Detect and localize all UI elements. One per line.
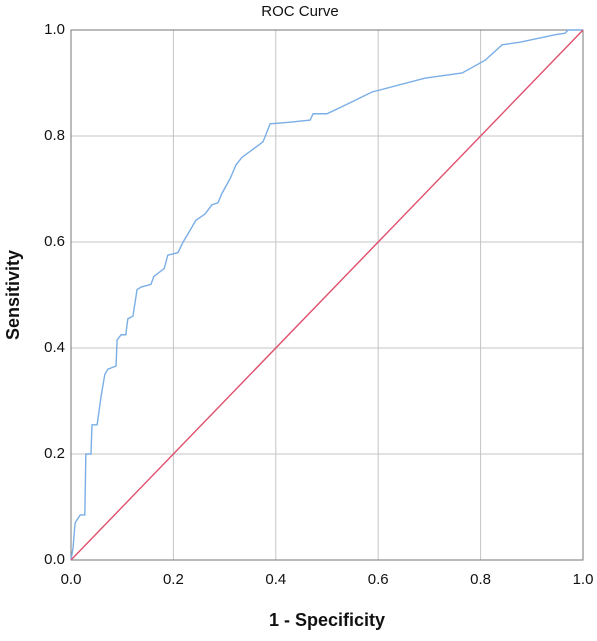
x-tick-label: 0.0	[61, 571, 82, 588]
y-axis-label: Sensitivity	[3, 250, 23, 340]
y-tick-label: 0.0	[44, 551, 65, 568]
x-tick-label: 0.2	[163, 571, 184, 588]
x-tick-label: 0.8	[470, 571, 491, 588]
y-tick-label: 1.0	[44, 21, 65, 38]
x-tick-label: 0.4	[265, 571, 286, 588]
chart-title: ROC Curve	[261, 3, 339, 20]
roc-line	[70, 29, 583, 561]
y-tick-label: 0.4	[44, 339, 65, 356]
x-tick-label: 1.0	[573, 571, 594, 588]
plot-frame	[70, 29, 584, 561]
roc-line	[70, 29, 584, 561]
x-axis-label: 1 - Specificity	[269, 610, 385, 630]
y-tick-label: 0.2	[44, 445, 65, 462]
y-tick-label: 0.8	[44, 127, 65, 144]
y-tick-label: 0.6	[44, 233, 65, 250]
x-tick-label: 0.6	[368, 571, 389, 588]
